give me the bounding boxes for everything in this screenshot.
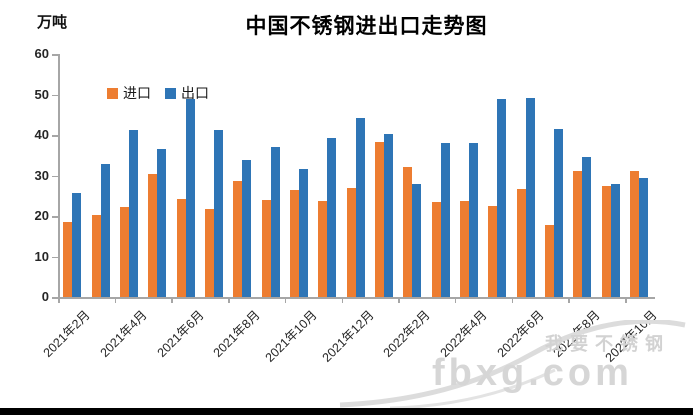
- export-bar: [554, 128, 564, 297]
- x-tick: [341, 297, 343, 303]
- export-bar: [440, 143, 450, 297]
- x-axis-line: [58, 297, 656, 299]
- import-bar: [346, 188, 356, 297]
- x-tick: [511, 297, 514, 303]
- y-tick-label: 30: [34, 167, 49, 183]
- x-tick: [114, 297, 117, 303]
- export-bar: [128, 130, 138, 297]
- chart-title: 中国不锈钢进出口走势图: [245, 14, 488, 38]
- export-swatch-icon: [165, 87, 176, 99]
- export-bar: [100, 164, 110, 297]
- import-bar: [460, 201, 470, 297]
- y-axis-unit-label: 万吨: [37, 14, 68, 31]
- export-bar: [72, 192, 82, 297]
- y-tick-label: 10: [34, 248, 49, 264]
- x-tick: [398, 297, 400, 303]
- import-bar: [630, 171, 640, 297]
- x-tick: [58, 297, 60, 303]
- x-tick-label: 2021年4月: [97, 307, 150, 360]
- y-tick: [52, 135, 58, 137]
- legend-export-label: 出口: [181, 85, 209, 101]
- export-bar: [412, 183, 422, 297]
- y-tick-label: 60: [34, 46, 49, 61]
- export-bar: [327, 137, 337, 297]
- export-bar: [157, 148, 167, 297]
- bottom-border: [0, 408, 693, 415]
- import-bar: [318, 201, 328, 297]
- export-bar: [298, 168, 308, 297]
- x-tick: [454, 297, 457, 303]
- import-bar: [148, 174, 158, 297]
- x-tick: [171, 297, 173, 303]
- export-bar: [582, 157, 592, 297]
- watermark-brand: 我要不锈钢: [545, 334, 670, 354]
- import-bar: [545, 224, 555, 297]
- y-tick: [52, 175, 58, 177]
- legend-import-label: 进口: [123, 85, 151, 101]
- y-tick: [52, 54, 58, 56]
- x-tick: [568, 297, 570, 303]
- y-tick-label: 50: [34, 86, 49, 102]
- export-bar: [610, 184, 620, 297]
- export-bar: [242, 159, 252, 297]
- export-bar: [185, 98, 195, 297]
- x-tick-label: 2021年2月: [40, 307, 93, 360]
- import-bar: [119, 206, 129, 297]
- import-bar: [403, 167, 413, 297]
- export-bar: [213, 130, 223, 297]
- import-bar: [375, 141, 385, 297]
- x-tick-label: 2021年12月: [319, 307, 377, 365]
- y-tick: [52, 216, 58, 218]
- legend-item-export: 出口: [165, 83, 209, 103]
- y-tick-label: 0: [41, 289, 49, 304]
- x-tick-label: 2021年6月: [154, 307, 207, 360]
- import-bar: [431, 201, 441, 297]
- export-bar: [355, 117, 365, 297]
- import-bar: [204, 208, 214, 297]
- import-bar: [63, 222, 73, 297]
- export-bar: [497, 98, 507, 297]
- x-tick: [228, 297, 230, 303]
- y-tick: [52, 297, 58, 299]
- y-tick-label: 20: [34, 208, 49, 223]
- y-tick: [52, 256, 58, 258]
- import-swatch-icon: [107, 87, 118, 99]
- x-tick-label: 2022年2月: [380, 307, 434, 360]
- x-tick: [284, 297, 287, 303]
- export-bar: [469, 143, 479, 297]
- import-bar: [289, 190, 299, 297]
- y-tick-label: 40: [34, 127, 49, 142]
- export-bar: [270, 147, 280, 297]
- import-bar: [176, 198, 186, 297]
- import-bar: [601, 186, 611, 297]
- export-bar: [639, 177, 649, 297]
- y-axis-line: [58, 54, 60, 297]
- import-bar: [573, 171, 583, 297]
- legend: 进口 出口: [107, 83, 209, 103]
- y-tick: [52, 94, 58, 96]
- legend-item-import: 进口: [107, 83, 151, 103]
- import-bar: [516, 188, 526, 297]
- x-tick: [625, 297, 627, 303]
- import-bar: [91, 215, 101, 297]
- x-tick-label: 2021年10月: [262, 307, 320, 365]
- import-bar: [233, 181, 243, 297]
- watermark-site: fbxg.com: [432, 352, 633, 394]
- import-bar: [488, 206, 498, 297]
- import-bar: [261, 199, 271, 297]
- x-tick-label: 2021年8月: [210, 307, 263, 360]
- export-bar: [384, 134, 394, 297]
- export-bar: [525, 97, 535, 297]
